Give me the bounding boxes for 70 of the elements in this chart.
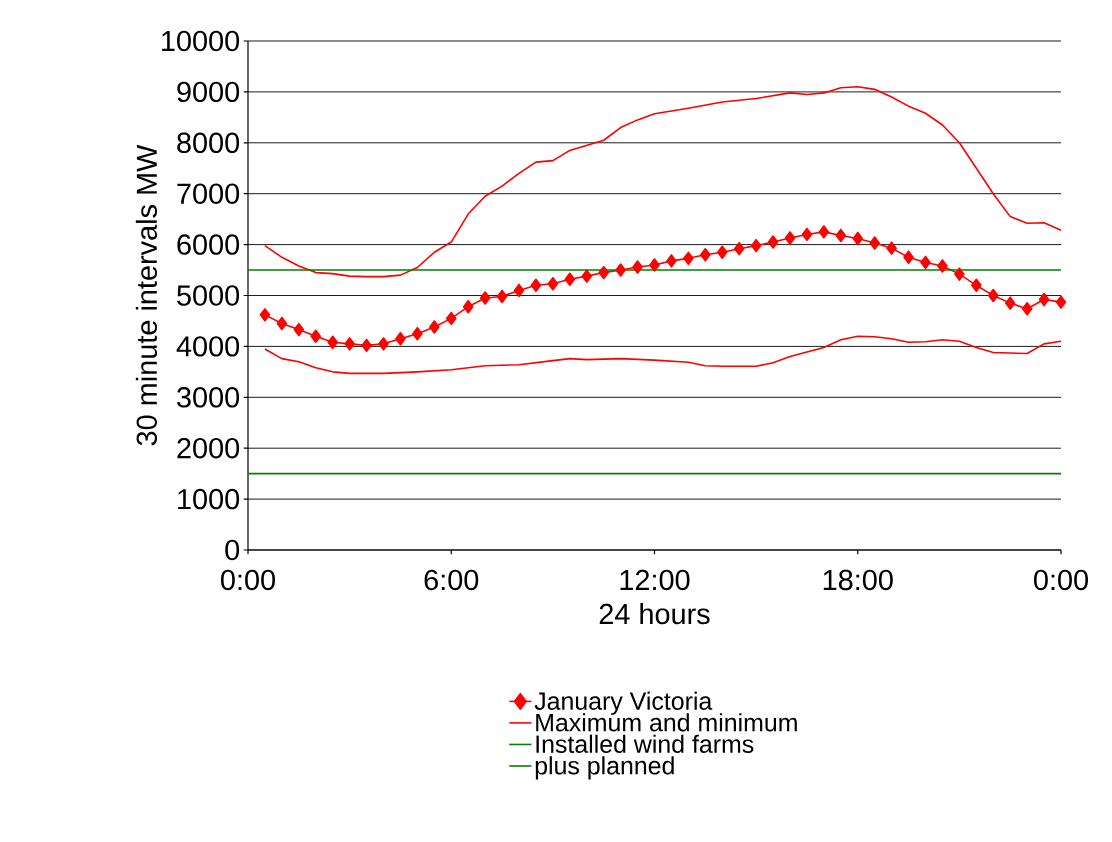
point: [344, 337, 355, 351]
point: [327, 335, 338, 350]
point: [683, 251, 694, 266]
x-tick-label: 12:00: [620, 569, 690, 591]
point: [886, 241, 897, 255]
legend-label: Installed wind farms: [536, 734, 754, 753]
point: [801, 227, 813, 242]
point: [835, 228, 847, 243]
y-tick-label: 5000: [177, 285, 240, 306]
point: [310, 329, 322, 343]
y-tick-label: 9000: [177, 81, 240, 103]
point: [903, 250, 914, 265]
y-tick-label: 3000: [177, 387, 240, 408]
point: [666, 254, 677, 268]
point: [700, 248, 711, 262]
y-tick-label: 2000: [177, 437, 240, 459]
point: [937, 259, 948, 273]
point: [378, 337, 389, 351]
y-tick-label: 4000: [176, 336, 240, 357]
x-tick-label: 0:00: [1034, 569, 1088, 591]
y-tick-label: 6000: [177, 234, 240, 255]
point: [784, 231, 796, 245]
point: [395, 331, 406, 346]
y-tick-label: 0: [225, 539, 240, 561]
legend-label: Maximum and minimum: [536, 713, 797, 732]
point: [733, 241, 745, 256]
line-series: [264, 335, 1062, 375]
y-tick-label: 10000: [162, 30, 240, 52]
point: [852, 231, 864, 246]
point: [818, 225, 830, 239]
point: [361, 338, 372, 353]
point: [615, 263, 626, 277]
point: [259, 308, 271, 322]
point: [581, 269, 593, 283]
point: [649, 258, 660, 272]
point: [412, 326, 423, 341]
x-axis-title: 24 hours: [599, 603, 710, 625]
point: [1004, 296, 1016, 310]
y-tick-label: 1000: [178, 488, 240, 510]
point: [479, 291, 491, 305]
point: [445, 311, 457, 326]
point: [462, 299, 474, 314]
y-tick-label: 7000: [177, 183, 240, 204]
point: [632, 260, 643, 274]
point: [564, 272, 576, 286]
point: [547, 277, 559, 291]
x-tick-label: 0:00: [221, 569, 275, 591]
point: [1038, 292, 1050, 307]
point: [869, 236, 880, 250]
point: [987, 288, 999, 303]
x-tick-label: 6:00: [424, 569, 479, 591]
x-tick-label: 18:00: [823, 569, 893, 591]
point: [971, 278, 982, 293]
point: [716, 245, 728, 260]
point: [954, 267, 965, 281]
point: [598, 265, 609, 280]
legend-label: plus planned: [535, 756, 674, 780]
point: [767, 235, 779, 249]
point: [530, 278, 542, 293]
point: [429, 320, 440, 334]
point: [513, 283, 525, 298]
point: [276, 316, 288, 331]
point: [750, 238, 762, 253]
point: [496, 289, 508, 304]
y-tick-label: 8000: [177, 132, 240, 154]
point: [293, 322, 305, 337]
y-axis-title: 30 minute intervals MW: [135, 144, 158, 446]
point: [1021, 301, 1033, 316]
point: [920, 255, 931, 270]
point: [1055, 295, 1067, 309]
